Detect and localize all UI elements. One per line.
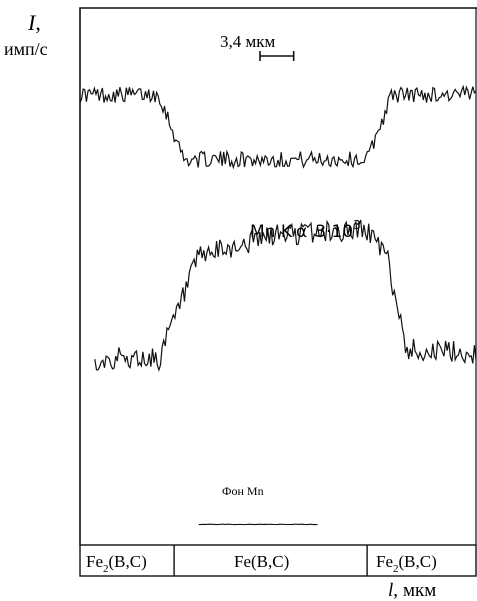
x-axis-label: l, мкм	[388, 580, 436, 601]
phase-label-center: Fe(B,C)	[234, 552, 289, 571]
series-line-mn-ka	[94, 219, 477, 372]
scale-bar-label: 3,4 мкм	[220, 32, 276, 51]
phase-label-left: Fe2(B,C)	[86, 552, 147, 575]
phase-bar: Fe2(B,C) Fe(B,C) Fe2(B,C)	[79, 544, 477, 577]
scale-bar	[259, 51, 295, 61]
phase-label-right: Fe2(B,C)	[376, 552, 437, 575]
y-axis-symbol: I,	[27, 10, 41, 35]
y-axis-unit: имп/с	[4, 39, 48, 59]
series-line-upper	[79, 84, 477, 170]
plot-frame	[79, 7, 477, 545]
mn-background-annotation: Фон Mn	[222, 484, 264, 498]
